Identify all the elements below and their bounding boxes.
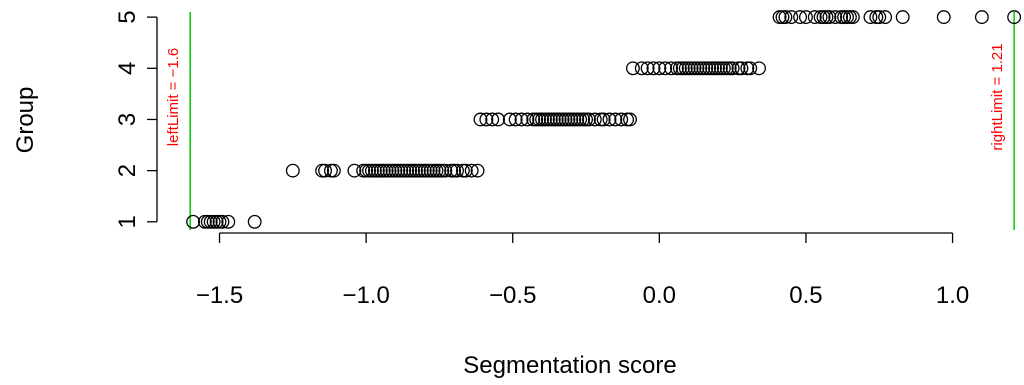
data-point-group-3: [479, 112, 494, 127]
x-tick-label: 0.0: [643, 282, 676, 309]
data-point-group-1: [221, 214, 236, 229]
data-point-group-2: [347, 163, 362, 178]
data-point-group-5: [863, 10, 878, 25]
data-point-group-1: [186, 214, 201, 229]
data-point-group-3: [485, 112, 500, 127]
limit-lines: [189, 12, 1015, 230]
y-tick-label: 1: [114, 215, 141, 228]
data-point-group-2: [464, 163, 479, 178]
x-tick-label: −0.5: [489, 282, 536, 309]
rightLimit-label: rightLimit = 1.21: [989, 43, 1006, 150]
data-point-group-3: [520, 112, 535, 127]
y-axis-ticks: 1 2 3 4 5: [114, 10, 157, 228]
leftLimit-label: leftLimit = −1.6: [165, 48, 182, 146]
data-point-group-5: [845, 10, 860, 25]
data-point-group-2: [458, 163, 473, 178]
data-point-group-3: [602, 112, 617, 127]
data-point-group-3: [623, 112, 637, 127]
data-point-group-3: [587, 112, 602, 127]
data-point-group-2: [326, 163, 341, 178]
data-point-group-5: [778, 10, 793, 25]
data-point-group-4: [634, 61, 649, 76]
data-point-group-5: [793, 10, 808, 25]
data-point-group-2: [450, 163, 464, 178]
x-tick-label: −1.0: [342, 282, 389, 309]
y-tick-label: 5: [114, 10, 141, 23]
data-point-group-5: [936, 10, 951, 25]
data-point-group-5: [895, 10, 910, 25]
data-point-group-3: [502, 112, 517, 127]
data-point-group-3: [508, 112, 523, 127]
data-point-group-2: [318, 163, 333, 178]
data-point-group-3: [596, 112, 611, 127]
data-point-group-5: [872, 10, 887, 25]
data-point-group-4: [664, 61, 679, 76]
data-point-group-4: [652, 61, 667, 76]
data-point-group-4: [625, 61, 640, 76]
data-point-group-4: [646, 61, 661, 76]
data-point-group-4: [658, 61, 673, 76]
x-tick-label: 1.0: [936, 282, 969, 309]
data-point-group-5: [798, 10, 813, 25]
x-tick-label: 0.5: [789, 282, 822, 309]
data-point-group-2: [438, 163, 453, 178]
data-point-group-5: [878, 10, 893, 25]
data-point-group-5: [828, 10, 843, 25]
data-point-group-3: [473, 112, 488, 127]
limit-labels: leftLimit = −1.6 rightLimit = 1.21: [165, 43, 1006, 150]
data-point-group-2: [285, 163, 300, 178]
x-axis-title: Segmentation score: [463, 352, 676, 379]
data-point-group-3: [608, 112, 623, 127]
data-point-group-1: [215, 214, 230, 229]
data-point-group-4: [752, 61, 766, 76]
data-point-group-1: [247, 214, 262, 229]
data-point-group-3: [614, 112, 629, 127]
data-point-group-3: [514, 112, 529, 127]
data-point-group-3: [582, 112, 596, 127]
data-point-group-4: [734, 61, 749, 76]
y-tick-label: 4: [114, 62, 141, 75]
x-axis-ticks: −1.5 −1.0 −0.5 0.0 0.5 1.0: [196, 233, 969, 309]
y-tick-label: 2: [114, 164, 141, 177]
y-tick-label: 3: [114, 113, 141, 126]
data-point-group-4: [640, 61, 655, 76]
data-point-group-2: [470, 163, 485, 178]
data-point-group-5: [807, 10, 822, 25]
data-point-group-3: [491, 112, 506, 127]
data-point-group-5: [784, 10, 799, 25]
data-point-group-4: [743, 61, 758, 76]
data-point-group-5: [974, 10, 989, 25]
data-point-group-5: [822, 10, 837, 25]
y-axis-title: Group: [12, 87, 39, 154]
x-tick-label: −1.5: [196, 282, 243, 309]
data-points: [186, 10, 1022, 229]
data-point-group-4: [725, 61, 740, 76]
data-point-group-5: [1007, 10, 1022, 25]
